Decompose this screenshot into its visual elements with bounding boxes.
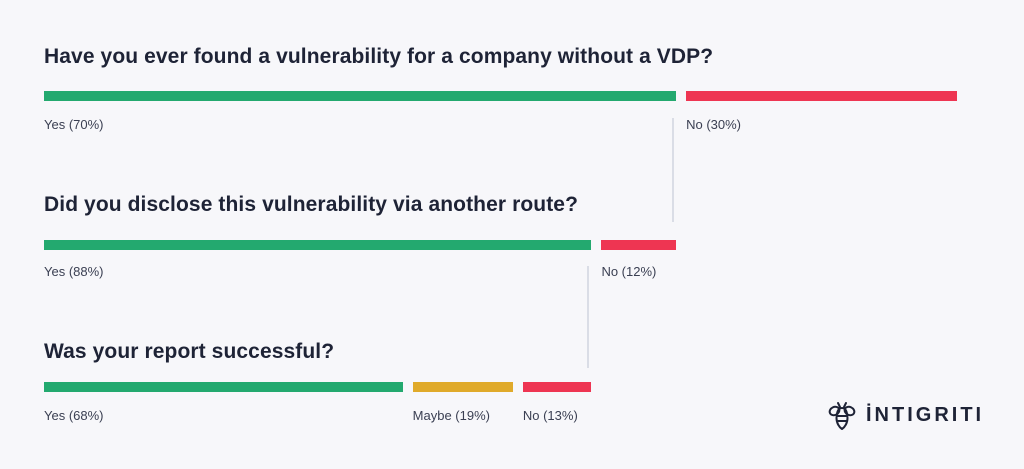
label-q3-no: No (13%) bbox=[522, 408, 578, 423]
bar-q1-no bbox=[686, 91, 957, 101]
bar-q3-no bbox=[522, 382, 592, 392]
bar-q2-yes bbox=[44, 240, 592, 250]
brand: İNTIGRITI bbox=[828, 400, 984, 430]
bar-q1-yes bbox=[44, 91, 677, 101]
question-1-title: Have you ever found a vulnerability for … bbox=[44, 45, 714, 68]
label-q1-yes: Yes (70%) bbox=[44, 117, 104, 132]
label-q3-yes: Yes (68%) bbox=[44, 408, 104, 423]
bar-q2-no bbox=[601, 240, 677, 250]
label-q2-yes: Yes (88%) bbox=[44, 264, 104, 279]
question-3-title: Was your report successful? bbox=[44, 340, 335, 363]
label-q1-no: No (30%) bbox=[686, 117, 742, 132]
connector-line bbox=[672, 118, 675, 222]
connector-line bbox=[587, 266, 590, 368]
label-q2-no: No (12%) bbox=[601, 264, 657, 279]
brand-name: İNTIGRITI bbox=[866, 403, 985, 426]
label-q3-maybe: Maybe (19%) bbox=[412, 408, 490, 423]
bee-logo-icon bbox=[828, 400, 856, 430]
question-2-title: Did you disclose this vulnerability via … bbox=[44, 193, 579, 216]
bar-q3-yes bbox=[44, 382, 403, 392]
bar-q3-maybe bbox=[412, 382, 513, 392]
